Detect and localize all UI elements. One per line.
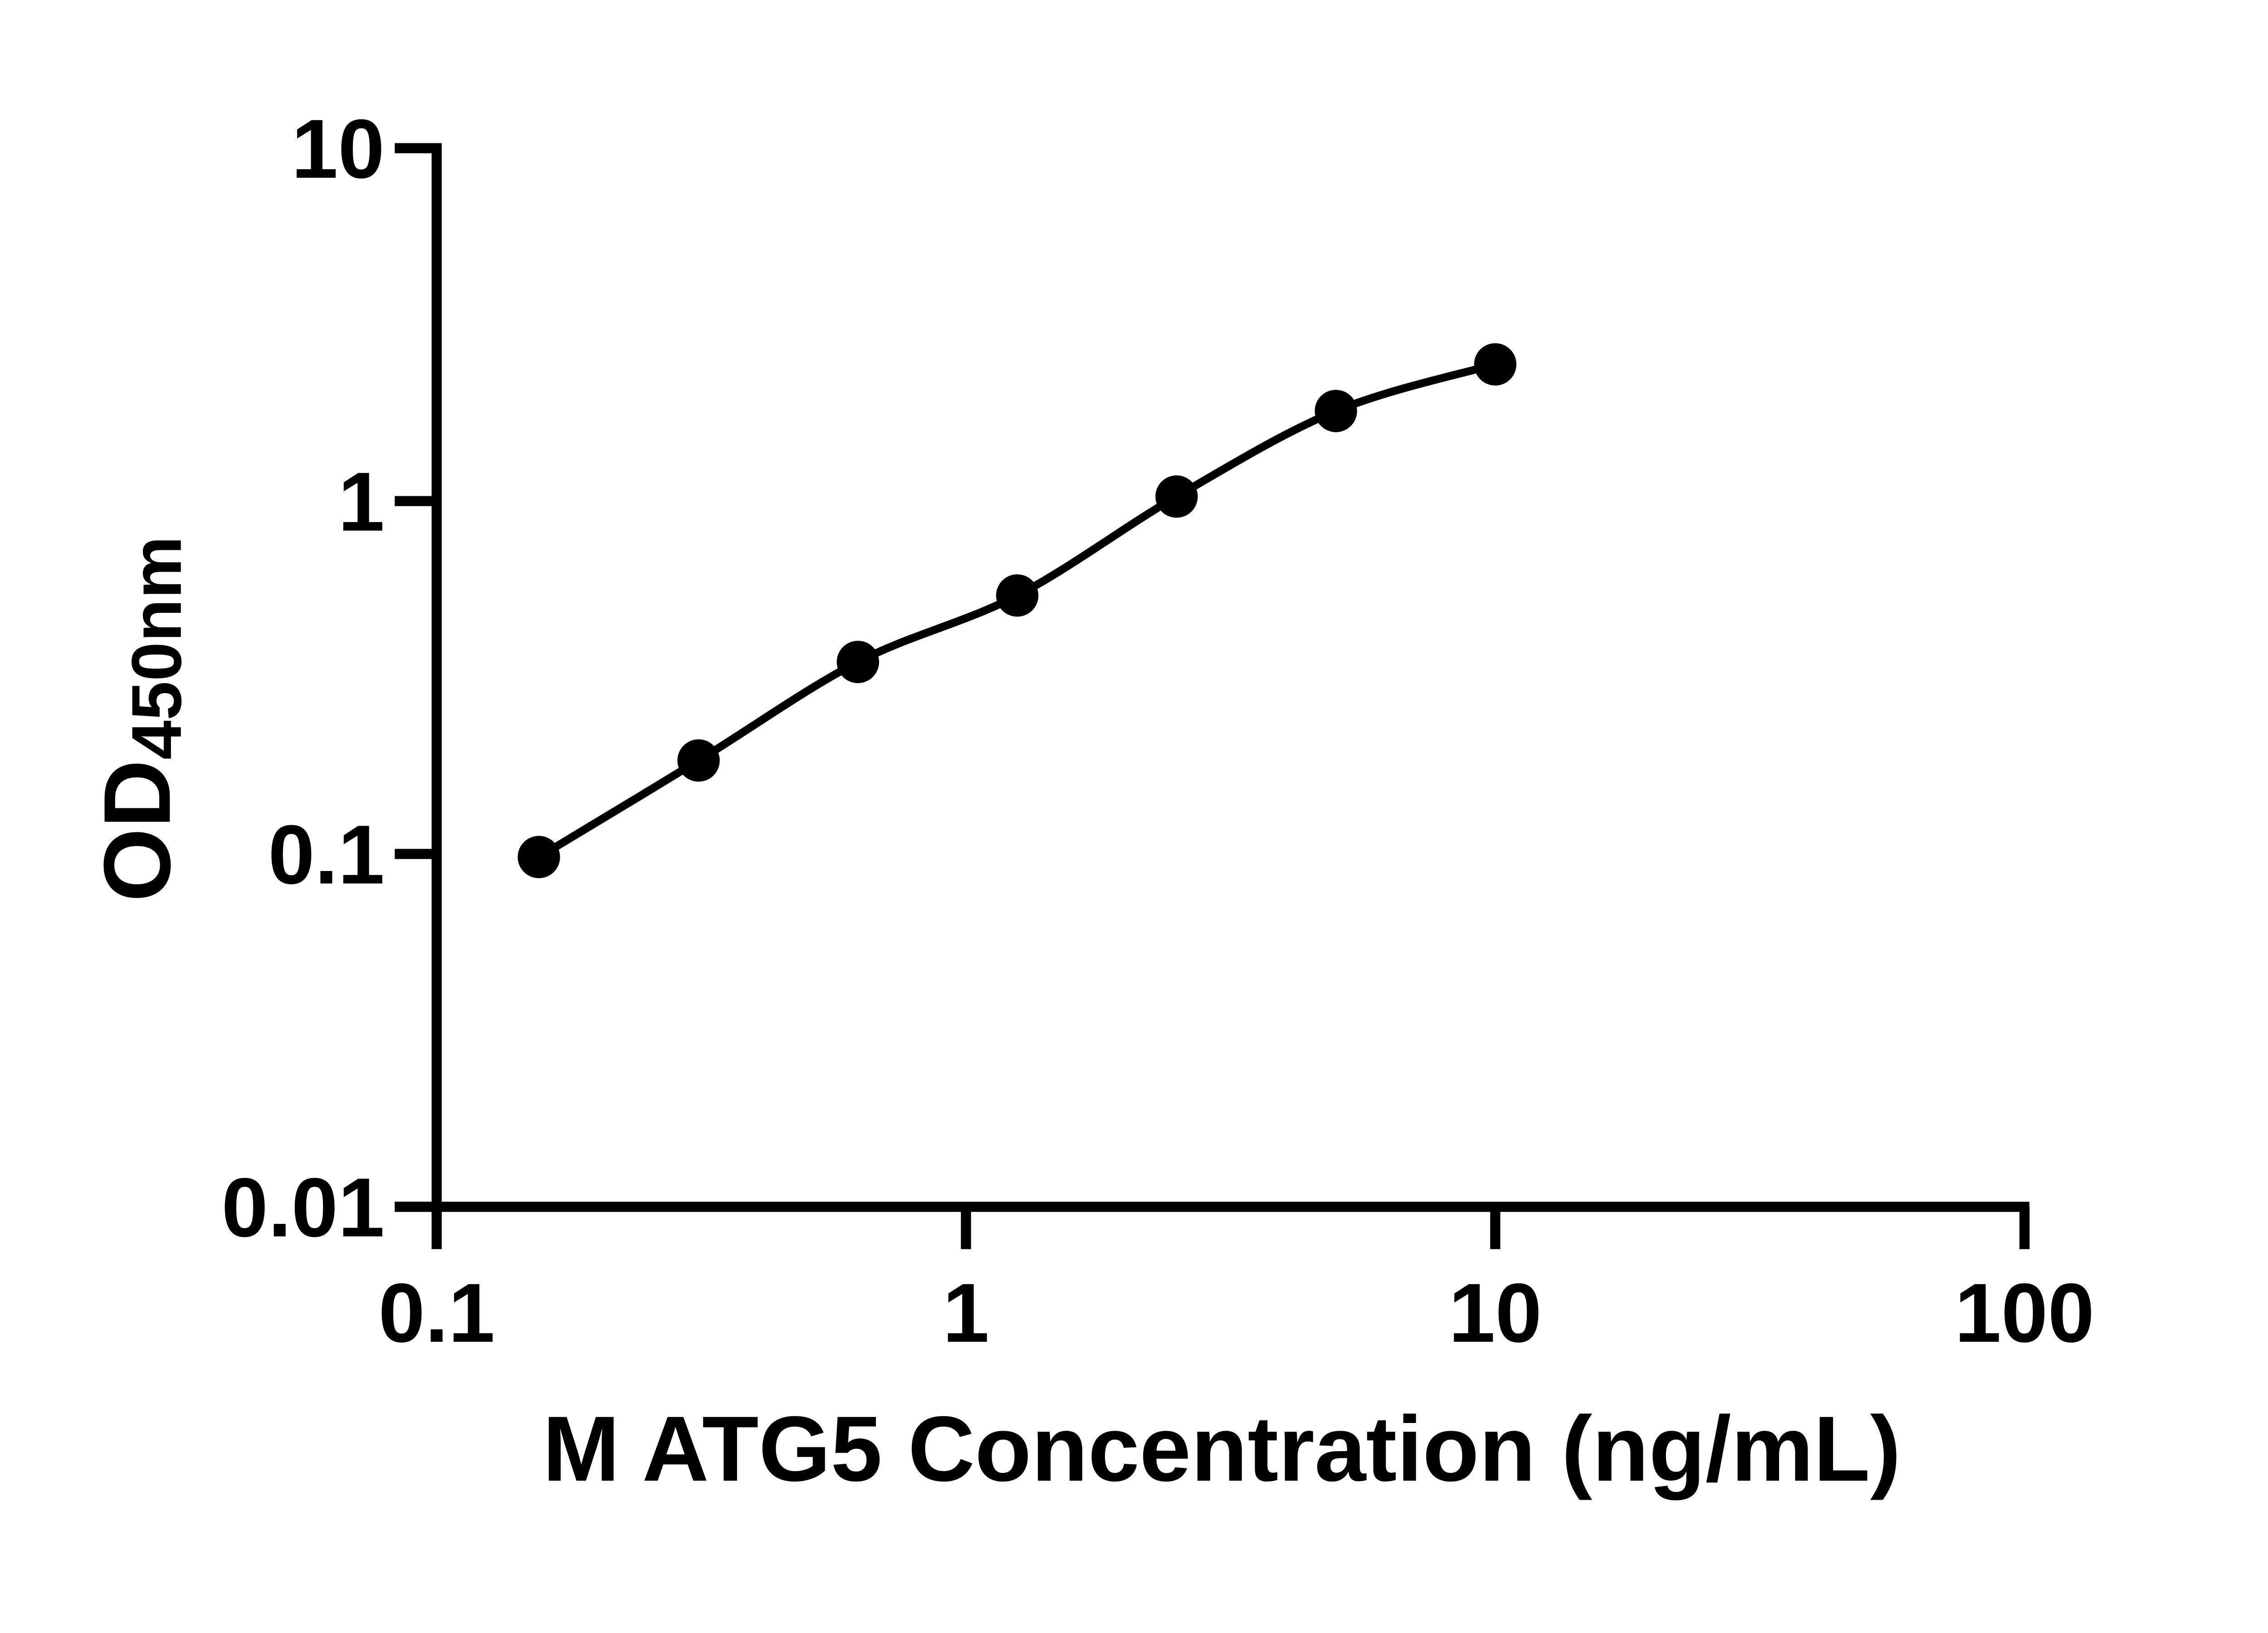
x-axis-ticks (431, 1207, 2030, 1249)
elisa-standard-curve-figure: 0.01 0.1 1 10 0.1 1 10 100 M ATG5 Concentratio… (0, 0, 2268, 1588)
y-axis-title-sub: 450nm (117, 536, 196, 760)
y-axis-title: OD450nm (84, 536, 196, 902)
x-axis-title: M ATG5 Concentration (ng/mL) (543, 1397, 1901, 1501)
y-tick-label: 1 (338, 455, 385, 549)
data-points (518, 343, 1517, 879)
data-point (836, 640, 880, 683)
data-point (1474, 343, 1517, 386)
x-tick-label: 0.1 (378, 1266, 495, 1360)
data-point (1155, 475, 1198, 518)
y-axis-tick-labels: 0.01 0.1 1 10 (221, 103, 385, 1255)
y-tick-label: 10 (291, 103, 385, 196)
chart-canvas: 0.01 0.1 1 10 0.1 1 10 100 M ATG5 Concentratio… (0, 0, 2268, 1588)
y-axis-title-main: OD (84, 760, 190, 902)
x-tick-label: 100 (1955, 1266, 2094, 1360)
y-tick-label: 0.1 (268, 808, 385, 902)
x-tick-label: 10 (1449, 1266, 1542, 1360)
chart-background (0, 0, 2268, 1588)
data-point (518, 836, 560, 879)
x-tick-label: 1 (943, 1266, 989, 1360)
data-point (996, 574, 1039, 617)
y-tick-label: 0.01 (221, 1161, 385, 1255)
data-point (1315, 390, 1357, 432)
x-axis-tick-labels: 0.1 1 10 100 (378, 1266, 2094, 1360)
data-point (677, 739, 720, 782)
